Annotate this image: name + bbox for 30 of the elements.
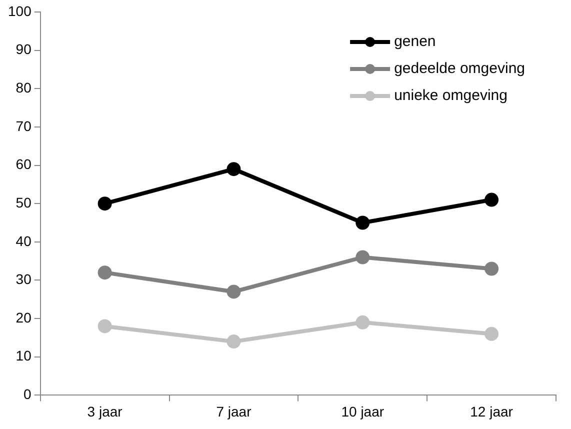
- point: [98, 196, 112, 211]
- point: [226, 334, 241, 349]
- y-tick-label: 40: [16, 232, 32, 249]
- point: [98, 266, 112, 280]
- point: [226, 162, 241, 176]
- point: [356, 216, 370, 230]
- point: [356, 250, 370, 264]
- y-tick-label: 70: [16, 118, 32, 134]
- legend-label: gedeelde omgeving: [394, 60, 525, 78]
- point: [484, 326, 499, 341]
- y-tick-label: 50: [16, 194, 32, 210]
- y-tick-label: 100: [8, 2, 32, 19]
- x-tick-label: 3 jaar: [87, 403, 123, 420]
- y-tick-label: 0: [24, 386, 32, 402]
- y-tick-label: 60: [16, 156, 32, 172]
- point: [98, 319, 112, 334]
- legend-label: unieke omgeving: [394, 87, 508, 104]
- y-tick-label: 90: [16, 41, 32, 58]
- point: [484, 262, 499, 276]
- x-tick-label: 10 jaar: [341, 403, 384, 420]
- point: [484, 192, 499, 207]
- point: [226, 284, 241, 299]
- point: [356, 315, 370, 330]
- y-tick-label: 10: [16, 348, 32, 364]
- x-tick-label: 7 jaar: [216, 403, 252, 420]
- y-tick-label: 20: [16, 309, 32, 326]
- y-tick-label: 80: [16, 80, 32, 96]
- legend-label: genen: [394, 33, 436, 50]
- y-tick-label: 30: [16, 271, 32, 288]
- x-tick-label: 12 jaar: [470, 403, 514, 420]
